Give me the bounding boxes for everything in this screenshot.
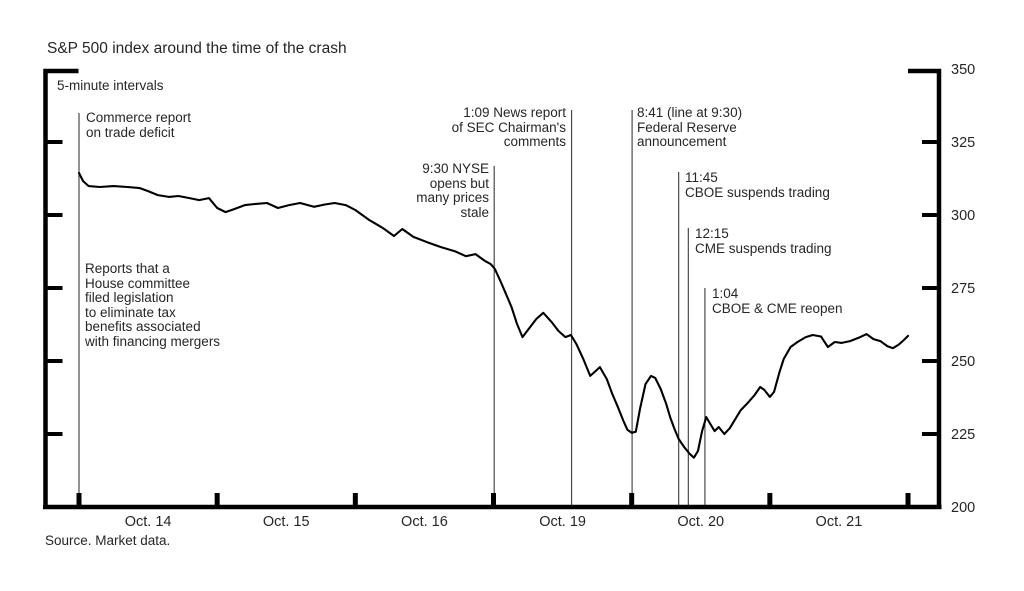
y-axis-label-200: 200 bbox=[951, 500, 975, 516]
annotation-cboe-suspend: 11:45 CBOE suspends trading bbox=[685, 170, 830, 200]
x-axis-label-1: Oct. 15 bbox=[263, 514, 310, 530]
annotation-nyse-open: 9:30 NYSE opens but many prices stale bbox=[416, 161, 489, 220]
x-axis-label-5: Oct. 21 bbox=[816, 514, 863, 530]
annotation-commerce-report: Commerce report on trade deficit bbox=[86, 110, 192, 140]
x-axis-label-4: Oct. 20 bbox=[677, 514, 724, 530]
annotation-sec-report: 1:09 News report of SEC Chairman's comme… bbox=[451, 105, 566, 149]
source-note: Source. Market data. bbox=[45, 533, 171, 548]
x-axis-label-2: Oct. 16 bbox=[401, 514, 448, 530]
x-axis-label-3: Oct. 19 bbox=[539, 514, 586, 530]
sp500-series-line bbox=[77, 171, 910, 459]
y-axis-label-275: 275 bbox=[951, 281, 975, 297]
annotation-cme-suspend: 12:15 CME suspends trading bbox=[695, 226, 832, 256]
y-axis-label-250: 250 bbox=[951, 354, 975, 370]
interval-label: 5-minute intervals bbox=[57, 78, 164, 93]
y-axis-label-325: 325 bbox=[951, 135, 975, 151]
y-axis-label-350: 350 bbox=[951, 62, 975, 78]
chart-title: S&P 500 index around the time of the cra… bbox=[47, 40, 347, 57]
annotation-house-committee: Reports that a House committee filed leg… bbox=[85, 261, 221, 349]
y-axis-label-300: 300 bbox=[951, 208, 975, 224]
y-axis-label-225: 225 bbox=[951, 427, 975, 443]
x-axis-label-0: Oct. 14 bbox=[125, 514, 172, 530]
annotation-cboe-cme-reopen: 1:04 CBOE & CME reopen bbox=[712, 286, 843, 316]
annotation-fed-announcement: 8:41 (line at 9:30) Federal Reserve anno… bbox=[637, 105, 743, 149]
